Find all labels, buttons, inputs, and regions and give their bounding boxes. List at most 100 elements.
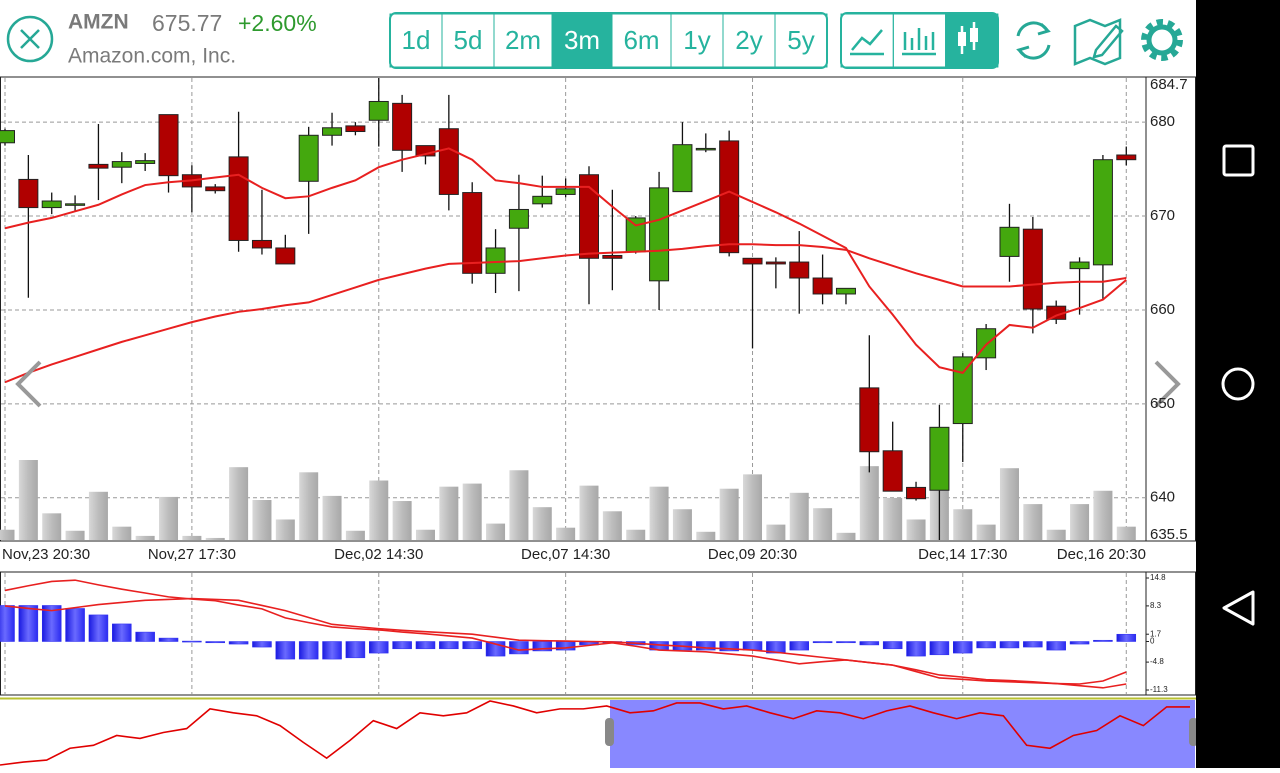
- volume-bar: [626, 529, 646, 540]
- x-tick-label: Dec,14 17:30: [918, 546, 1007, 563]
- recents-button[interactable]: [1222, 144, 1255, 177]
- candle-body: [251, 239, 272, 249]
- home-button[interactable]: [1221, 367, 1255, 401]
- y-tick-label: 640: [1150, 489, 1175, 506]
- close-button[interactable]: [6, 15, 54, 63]
- candle-body: [41, 200, 62, 209]
- volume-bar: [369, 480, 389, 540]
- y-axis-min-label: 635.5: [1150, 526, 1188, 543]
- volume-bar: [836, 532, 856, 540]
- macd-histogram-bar: [345, 641, 366, 659]
- candle-body: [719, 140, 740, 254]
- macd-histogram-bar: [766, 641, 786, 654]
- volume-bar: [789, 492, 809, 540]
- candle-body: [859, 387, 880, 453]
- range-label: 2y: [735, 25, 762, 55]
- candle-body: [649, 187, 670, 282]
- scroll-right[interactable]: [1154, 360, 1181, 408]
- macd-histogram-bar: [462, 641, 482, 650]
- macd-tick-label: 14.8: [1150, 573, 1166, 582]
- price-change: +2.60%: [238, 10, 317, 36]
- candle-body: [438, 128, 459, 195]
- candle-body: [322, 127, 343, 136]
- macd-histogram-bar: [252, 641, 272, 648]
- volume-bar: [135, 535, 155, 540]
- volume-bar: [229, 467, 249, 540]
- macd-histogram-bar: [182, 640, 202, 643]
- range-label: 6m: [623, 25, 659, 55]
- macd-histogram-bar: [812, 641, 833, 644]
- candle-body: [882, 450, 903, 492]
- macd-histogram-bar: [112, 623, 132, 642]
- volume-bar: [953, 509, 973, 540]
- volume-bar: [462, 483, 482, 540]
- macd-histogram-bar: [439, 641, 459, 650]
- candle-body: [345, 125, 366, 133]
- macd-line: [4, 597, 1127, 689]
- price-panel-frame: [0, 76, 1196, 542]
- range-button[interactable]: [774, 13, 828, 68]
- volume-bar: [859, 466, 879, 540]
- macd-histogram-bar: [228, 641, 249, 645]
- candle-body: [952, 356, 973, 425]
- volume-bar: [602, 511, 622, 540]
- volume-bar: [532, 507, 552, 540]
- macd-tick-label: 8.3: [1150, 601, 1162, 610]
- draw-button[interactable]: [1073, 18, 1124, 66]
- candle-body: [602, 254, 623, 259]
- macd-histogram-bar: [135, 631, 155, 642]
- macd-tick-label: 1.7: [1150, 629, 1162, 638]
- back-button[interactable]: [1222, 590, 1255, 626]
- navigator-selection[interactable]: [610, 700, 1195, 768]
- range-button[interactable]: [551, 13, 613, 68]
- macd-histogram-bar: [65, 608, 85, 642]
- macd-histogram-bar: [415, 641, 436, 650]
- volume-bar: [415, 529, 435, 540]
- volume-bar: [252, 500, 272, 540]
- macd-histogram-bar: [882, 641, 903, 650]
- refresh-button[interactable]: [1016, 21, 1051, 60]
- volume-bar: [159, 496, 179, 540]
- volume-bar: [556, 527, 576, 540]
- volume-bar: [182, 535, 202, 540]
- candle-body: [0, 130, 15, 144]
- macd-histogram-bar: [322, 641, 342, 660]
- scroll-left[interactable]: [15, 360, 42, 408]
- macd-histogram-bar: [976, 641, 996, 649]
- volume-bar: [719, 488, 739, 540]
- volume-bar: [579, 485, 599, 540]
- volume-bar: [1093, 490, 1113, 540]
- chart-type-selector: [840, 12, 999, 69]
- macd-histogram-bar: [929, 641, 950, 656]
- candle-body: [929, 426, 950, 491]
- candle-body: [485, 247, 506, 274]
- candle-body: [135, 160, 156, 164]
- volume-bar: [439, 486, 459, 540]
- volume-bar: [1046, 529, 1066, 540]
- navigator-handle[interactable]: [605, 718, 614, 746]
- range-label: 3m: [564, 25, 600, 55]
- settings-button[interactable]: [1141, 19, 1183, 61]
- macd-histogram-bar: [906, 641, 926, 657]
- candle-body: [18, 178, 39, 209]
- macd-panel-frame: [0, 571, 1196, 696]
- volume-bar: [65, 530, 85, 540]
- navigator-handle[interactable]: [1189, 718, 1198, 746]
- candle-body: [298, 134, 319, 182]
- macd-histogram-bar: [1023, 641, 1043, 648]
- volume-bar: [976, 524, 996, 540]
- volume-bar: [0, 529, 15, 540]
- x-tick-label: Nov,27 17:30: [148, 546, 236, 563]
- candle-body: [742, 257, 763, 265]
- macd-tick-label: -11.3: [1150, 685, 1168, 694]
- range-label: 1d: [402, 25, 431, 55]
- candle-body: [1092, 159, 1113, 266]
- macd-histogram-bar: [999, 641, 1020, 649]
- candle-body: [1116, 154, 1137, 161]
- range-label: 1y: [683, 25, 710, 55]
- candle-body: [228, 156, 249, 241]
- range-label: 5d: [454, 25, 483, 55]
- candle-body: [835, 287, 856, 295]
- volume-bar: [392, 501, 412, 540]
